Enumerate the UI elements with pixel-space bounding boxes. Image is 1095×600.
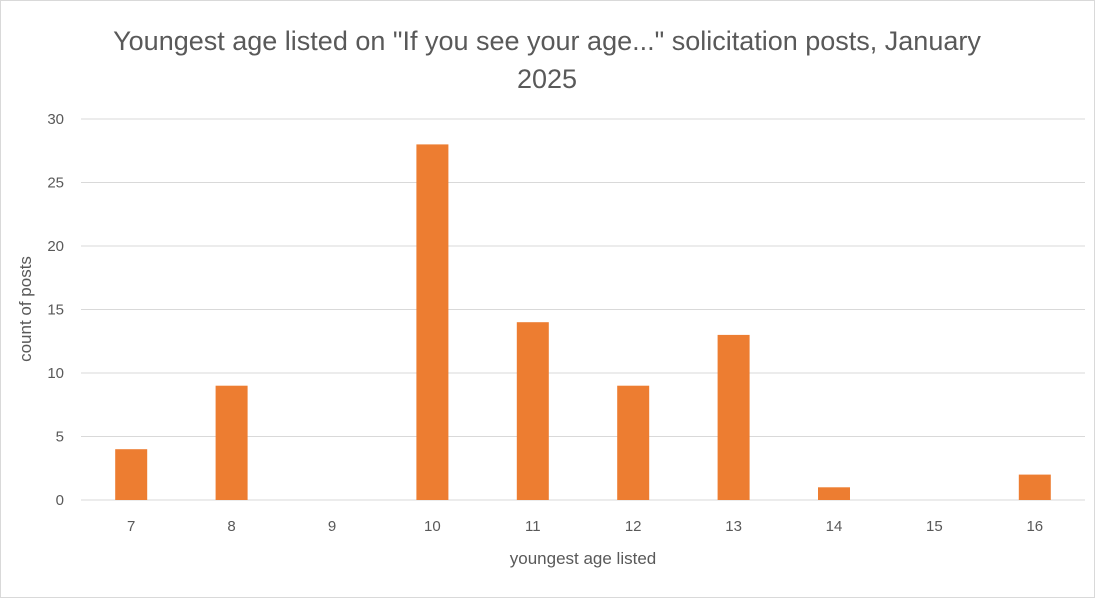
y-tick-label: 5 — [56, 429, 64, 446]
y-tick-labels: 0 5 10 15 20 25 30 — [47, 111, 64, 509]
y-tick-label: 30 — [47, 111, 64, 128]
bar-16 — [1018, 474, 1051, 500]
bar-7 — [115, 449, 148, 500]
x-tick-label: 14 — [826, 518, 843, 535]
x-tick-label: 9 — [328, 518, 336, 535]
x-tick-label: 13 — [725, 518, 742, 535]
bar-10 — [416, 144, 449, 500]
y-tick-label: 15 — [47, 302, 64, 319]
bar-11 — [516, 322, 549, 500]
chart-title: Youngest age listed on "If you see your … — [113, 26, 981, 94]
x-tick-label: 11 — [525, 518, 541, 535]
y-axis-title: count of posts — [16, 256, 35, 362]
y-tick-label: 0 — [56, 492, 64, 509]
y-tick-label: 10 — [47, 365, 64, 382]
bar-13 — [717, 334, 750, 500]
x-tick-label: 7 — [127, 518, 135, 535]
bars — [115, 144, 1051, 500]
gridlines — [81, 118, 1085, 501]
x-tick-labels: 7 8 9 10 11 12 13 14 15 16 — [127, 518, 1043, 535]
x-tick-label: 12 — [625, 518, 642, 535]
x-tick-label: 8 — [227, 518, 235, 535]
bar-8 — [215, 385, 248, 500]
bar-12 — [617, 385, 650, 500]
y-tick-label: 20 — [47, 238, 64, 255]
x-axis-title: youngest age listed — [510, 549, 657, 568]
x-tick-label: 10 — [424, 518, 441, 535]
y-tick-label: 25 — [47, 175, 64, 192]
x-tick-label: 15 — [926, 518, 943, 535]
bar-14 — [818, 487, 850, 500]
x-tick-label: 16 — [1026, 518, 1043, 535]
